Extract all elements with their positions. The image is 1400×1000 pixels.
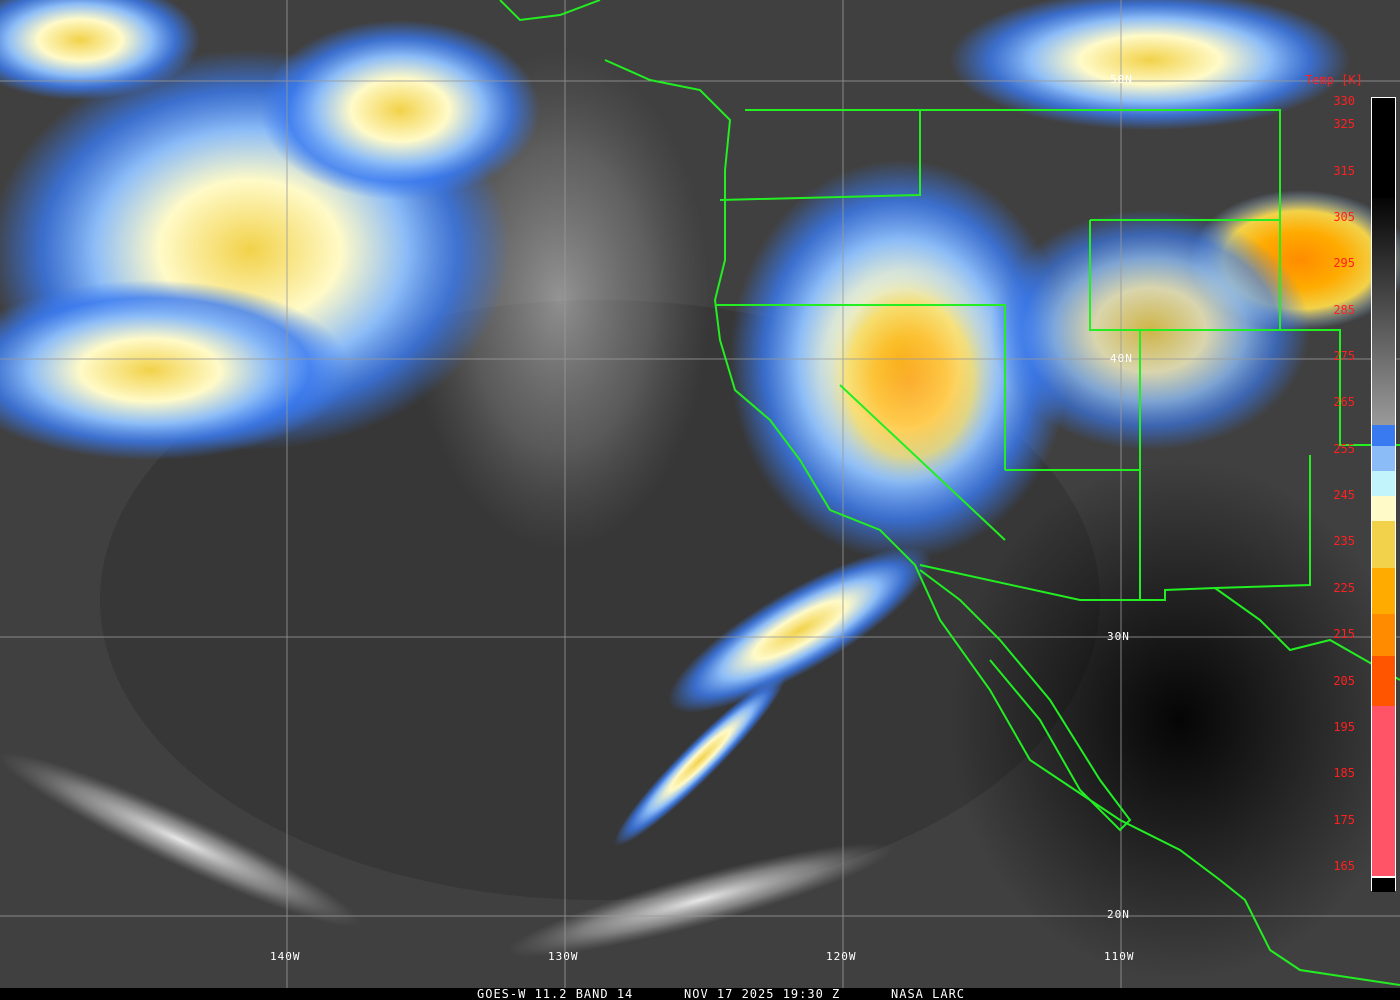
colorbar-tick-label: 285 (1333, 302, 1355, 317)
colorbar-tick-label: 195 (1333, 719, 1355, 734)
colorbar-tick-label: 275 (1333, 349, 1355, 363)
colorbar-tick-label: 330 (1333, 94, 1355, 108)
colorbar-segment-gray (1372, 198, 1395, 425)
colorbar-tick-label: 245 (1333, 488, 1355, 503)
colorbar-tick-label: 305 (1333, 209, 1355, 224)
colorbar-tick-label: 225 (1333, 580, 1355, 595)
colorbar-tick-label: 315 (1333, 163, 1355, 178)
colorbar-segment-orange (1372, 614, 1395, 656)
colorbar-segment-light-blue (1372, 446, 1395, 471)
colorbar-tick-label: 325 (1333, 117, 1355, 132)
colorbar-tick-label: 185 (1333, 766, 1355, 781)
lat-label-20n: 20N (1107, 908, 1130, 921)
political-boundaries (499, 0, 1400, 986)
colorbar-tick-label: 175 (1333, 812, 1355, 827)
colorbar-segment-pale-cyan (1372, 471, 1395, 496)
colorbar-segment-cream (1372, 496, 1395, 521)
colorbar-segment-bottom (1372, 876, 1395, 892)
lon-label-130w: 130W (548, 950, 579, 963)
canada-us-border (745, 109, 1400, 446)
colorbar-segment-amber (1372, 568, 1395, 614)
lat-label-30n: 30N (1107, 630, 1130, 643)
temperature-colorbar (1371, 97, 1396, 892)
lon-label-120w: 120W (826, 950, 857, 963)
lon-label-110w: 110W (1104, 950, 1135, 963)
colorbar-tick-label: 265 (1333, 395, 1355, 410)
satellite-band-label: GOES-W 11.2 BAND 14 (477, 987, 634, 1000)
clear-sky-mexico (950, 460, 1400, 980)
image-caption: GOES-W 11.2 BAND 14 NOV 17 2025 19:30 Z … (0, 988, 1400, 1000)
timestamp-label: NOV 17 2025 19:30 Z (684, 987, 841, 1000)
colorbar-tick-label: 205 (1333, 673, 1355, 688)
colorbar-segment-red-orange (1372, 656, 1395, 706)
colorbar-segment-blue (1372, 425, 1395, 446)
credit-label: NASA LARC (891, 987, 966, 1000)
lat-label-50n: 50N (1110, 73, 1133, 86)
colorbar-tick-label: 255 (1333, 441, 1355, 456)
lat-label-40n: 40N (1110, 352, 1133, 365)
colorbar-tick-label: 295 (1333, 256, 1355, 271)
colorbar-title: Temp [K] (1305, 73, 1363, 87)
colorbar-segment-pink (1372, 706, 1395, 876)
colorbar-tick-label: 235 (1333, 534, 1355, 549)
colorbar-tick-label: 215 (1333, 627, 1355, 642)
colorbar-segment-black (1372, 98, 1395, 198)
pacific-coastline (604, 59, 1400, 986)
colorbar-segment-yellow (1372, 521, 1395, 568)
colorbar-tick-label: 165 (1333, 859, 1355, 873)
lon-label-140w: 140W (270, 950, 301, 963)
baja-california (919, 569, 1132, 832)
